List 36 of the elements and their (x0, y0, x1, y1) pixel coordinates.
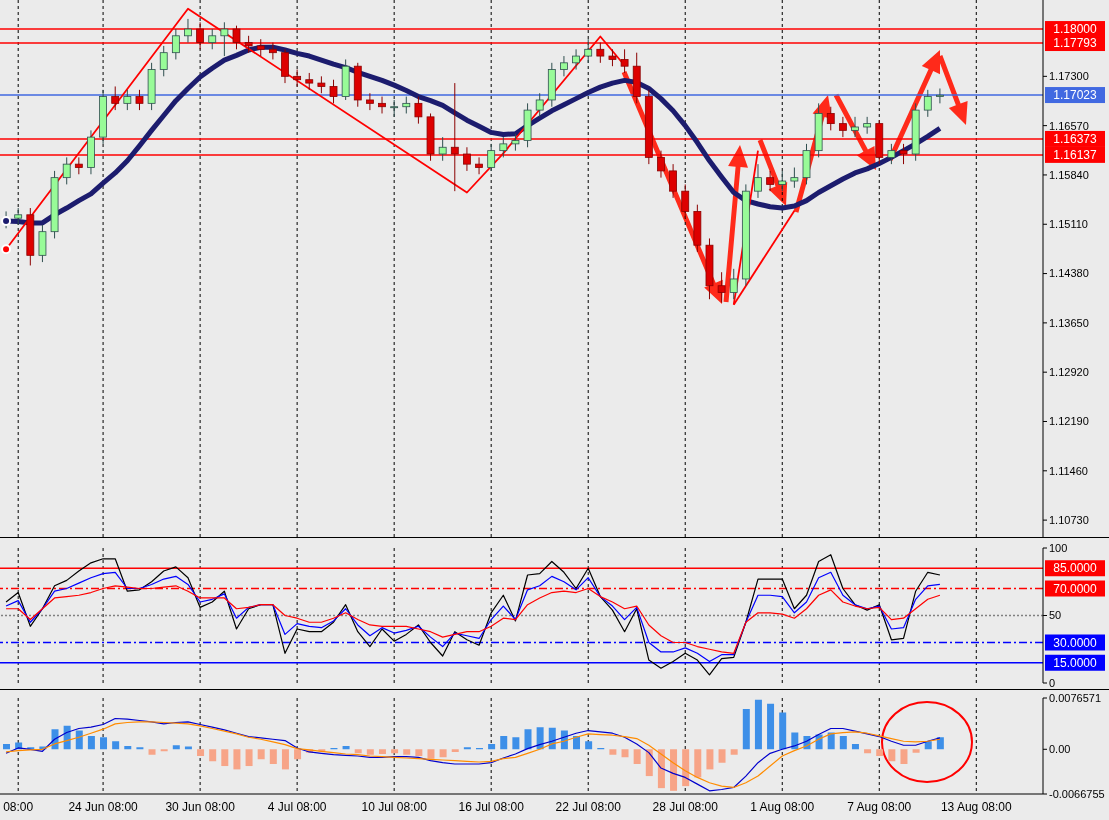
y-tick-label: 0.0076571 (1049, 691, 1101, 704)
x-tick-label: 24 Jun 08:00 (68, 799, 139, 814)
y-tick-label: 1.12920 (1049, 366, 1089, 379)
x-tick-label: 16 Jul 08:00 (458, 799, 525, 814)
ref-line-label: 1.18000 (1053, 22, 1098, 37)
x-tick-label: 10 Jul 08:00 (361, 799, 428, 814)
x-tick-label: 7 Aug 08:00 (847, 799, 912, 814)
ref-line-label: 1.17793 (1053, 36, 1098, 51)
ref-line-label: 85.0000 (1053, 561, 1098, 576)
x-tick-label: 28 Jul 08:00 (652, 799, 719, 814)
y-tick-label: 1.11460 (1049, 464, 1088, 477)
x-tick-label: 22 Jul 08:00 (555, 799, 622, 814)
y-tick-label: 100 (1049, 541, 1068, 554)
x-tick-label: 1 Aug 08:00 (750, 799, 815, 814)
y-tick-label: 1.17300 (1049, 70, 1089, 83)
y-tick-label: 0.00 (1049, 743, 1071, 756)
x-tick-label: 4 Jul 08:00 (267, 799, 327, 814)
y-tick-label: -0.0066755 (1049, 787, 1105, 800)
y-tick-label: 1.14380 (1049, 267, 1089, 280)
ref-line-label: 1.16137 (1053, 147, 1098, 162)
ref-line-label: 1.16373 (1053, 131, 1098, 146)
ref-line-label: 15.0000 (1053, 655, 1098, 670)
y-tick-label: 1.13650 (1049, 316, 1089, 329)
ref-line-label: 1.17023 (1053, 88, 1098, 103)
y-tick-label: 0 (1049, 676, 1056, 689)
x-tick-label: 13 Aug 08:00 (940, 799, 1012, 814)
y-tick-label: 1.12190 (1049, 415, 1089, 428)
x-tick-label: 08:00 (3, 799, 34, 814)
x-tick-label: 30 Jun 08:00 (165, 799, 236, 814)
y-tick-label: 1.16570 (1049, 119, 1089, 132)
y-tick-label: 1.10730 (1049, 514, 1089, 527)
ref-line-label: 70.0000 (1053, 581, 1098, 596)
y-tick-label: 50 (1049, 609, 1062, 622)
y-tick-label: 1.15110 (1049, 218, 1088, 231)
y-tick-label: 1.15840 (1049, 168, 1089, 181)
ref-line-label: 30.0000 (1053, 635, 1098, 650)
